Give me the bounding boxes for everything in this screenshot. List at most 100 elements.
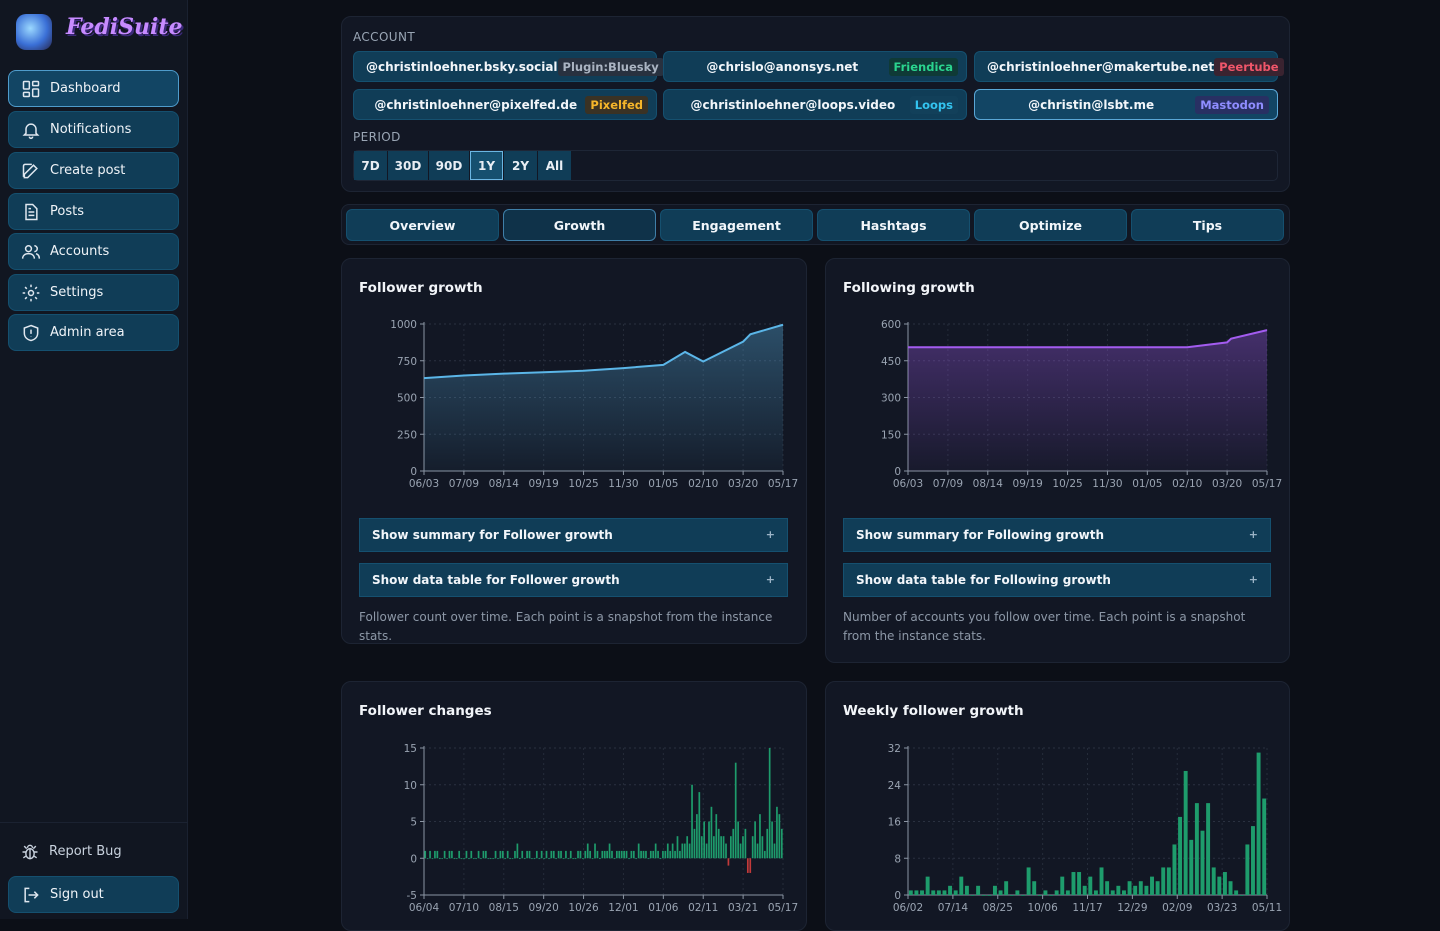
tab-hashtags[interactable]: Hashtags bbox=[817, 209, 970, 241]
tab-engagement[interactable]: Engagement bbox=[660, 209, 813, 241]
y-tick-label: 150 bbox=[881, 429, 901, 441]
x-tick-label: 11/17 bbox=[1072, 902, 1102, 914]
bar bbox=[591, 858, 594, 860]
sign-out-button[interactable]: Sign out bbox=[8, 876, 179, 913]
bar bbox=[654, 843, 657, 859]
sidebar-item-settings[interactable]: Settings bbox=[8, 274, 179, 311]
x-tick-label: 01/06 bbox=[648, 902, 679, 914]
bar bbox=[1110, 890, 1115, 895]
bar bbox=[749, 858, 752, 873]
sidebar-item-accounts[interactable]: Accounts bbox=[8, 233, 179, 270]
app-logo[interactable]: FediSuite bbox=[16, 12, 183, 54]
follower-data-table-toggle[interactable]: Show data table for Follower growth + bbox=[359, 563, 788, 597]
bar bbox=[742, 836, 744, 859]
period-1y-button[interactable]: 1Y bbox=[470, 151, 503, 180]
sidebar-item-dashboard[interactable]: Dashboard bbox=[8, 70, 179, 107]
bar bbox=[734, 762, 737, 859]
sidebar-item-create-post[interactable]: Create post bbox=[8, 152, 179, 189]
bar bbox=[1037, 895, 1042, 896]
plus-icon: + bbox=[765, 528, 775, 541]
bar bbox=[645, 850, 647, 859]
period-2y-button[interactable]: 2Y bbox=[504, 151, 537, 180]
bar bbox=[518, 858, 521, 860]
bar bbox=[920, 890, 924, 895]
y-tick-label: 10 bbox=[404, 780, 417, 792]
account-chip[interactable]: @chrislo@anonsys.net Friendica bbox=[663, 51, 967, 82]
x-tick-label: 10/06 bbox=[1027, 902, 1058, 914]
bar bbox=[1054, 890, 1059, 895]
bar bbox=[550, 850, 553, 859]
sidebar-item-label: Create post bbox=[50, 163, 126, 178]
following-data-table-toggle[interactable]: Show data table for Following growth + bbox=[843, 563, 1271, 597]
bar bbox=[586, 843, 589, 859]
following-summary-toggle[interactable]: Show summary for Following growth + bbox=[843, 518, 1271, 552]
bar bbox=[472, 858, 475, 860]
bar bbox=[688, 843, 691, 859]
bar bbox=[494, 850, 497, 859]
period-90d-button[interactable]: 90D bbox=[429, 151, 469, 180]
bar bbox=[729, 836, 732, 859]
y-tick-label: 0 bbox=[894, 466, 901, 478]
account-chip[interactable]: @christinloehner@makertube.net Peertube bbox=[974, 51, 1284, 82]
account-chip-selected[interactable]: @christin@lsbt.me Mastodon bbox=[974, 89, 1278, 120]
sidebar-item-label: Settings bbox=[50, 285, 104, 300]
bar bbox=[521, 850, 524, 859]
report-bug-link[interactable]: Report Bug bbox=[8, 833, 179, 870]
period-30d-button[interactable]: 30D bbox=[388, 151, 428, 180]
bar bbox=[693, 828, 696, 859]
bar bbox=[649, 850, 652, 859]
bar bbox=[528, 850, 531, 859]
bar bbox=[1082, 885, 1087, 895]
account-chip[interactable]: @christinloehner@pixelfed.de Pixelfed bbox=[353, 89, 657, 120]
sign-out-icon bbox=[24, 887, 39, 902]
tab-overview[interactable]: Overview bbox=[346, 209, 499, 241]
follower-summary-toggle[interactable]: Show summary for Follower growth + bbox=[359, 518, 788, 552]
bar bbox=[582, 858, 584, 860]
bar bbox=[511, 858, 514, 860]
platform-badge: Peertube bbox=[1214, 57, 1284, 76]
plus-icon: + bbox=[1248, 528, 1258, 541]
sidebar-item-notifications[interactable]: Notifications bbox=[8, 111, 179, 148]
bar bbox=[976, 885, 981, 895]
platform-badge: Mastodon bbox=[1195, 95, 1269, 114]
bar bbox=[1200, 830, 1205, 895]
period-7d-button[interactable]: 7D bbox=[354, 151, 387, 180]
follower-growth-chart: 0 250 500 750 1000 06/03 07/09 08/14 09/19 10/25 1… bbox=[390, 319, 798, 490]
chart-title: Follower changes bbox=[359, 703, 492, 719]
account-chip[interactable]: @christinloehner.bsky.social Plugin:Blue… bbox=[353, 51, 664, 82]
bar bbox=[615, 850, 618, 859]
bar bbox=[1222, 872, 1227, 895]
account-chip[interactable]: @christinloehner@loops.video Loops bbox=[663, 89, 967, 120]
sidebar-item-posts[interactable]: Posts bbox=[8, 193, 179, 230]
y-tick-label: -5 bbox=[407, 890, 417, 902]
bar bbox=[1088, 876, 1093, 895]
bar bbox=[477, 850, 480, 859]
period-all-button[interactable]: All bbox=[538, 151, 571, 180]
bar bbox=[691, 784, 693, 859]
expander-label: Show summary for Following growth bbox=[856, 528, 1105, 542]
sidebar-item-admin-area[interactable]: Admin area bbox=[8, 314, 179, 351]
chart-description: Number of accounts you follow over time.… bbox=[843, 610, 1246, 643]
bar bbox=[589, 850, 592, 859]
bar bbox=[664, 850, 667, 859]
x-tick-label: 10/26 bbox=[568, 902, 599, 914]
tab-optimize[interactable]: Optimize bbox=[974, 209, 1127, 241]
sidebar-item-label: Accounts bbox=[50, 244, 110, 259]
bar bbox=[538, 858, 541, 860]
y-tick-label: 250 bbox=[397, 429, 417, 441]
bar bbox=[504, 858, 507, 860]
x-tick-label: 11/30 bbox=[608, 478, 638, 490]
account-name: @chrislo@anonsys.net bbox=[706, 59, 859, 74]
bar bbox=[448, 850, 451, 859]
bar bbox=[1116, 885, 1121, 895]
bar bbox=[925, 876, 930, 895]
users-icon bbox=[21, 244, 41, 259]
plus-icon: + bbox=[1248, 573, 1258, 586]
x-tick-label: 12/29 bbox=[1117, 902, 1147, 914]
bar bbox=[1234, 890, 1239, 895]
bar bbox=[754, 821, 756, 859]
tab-tips[interactable]: Tips bbox=[1131, 209, 1284, 241]
tab-growth[interactable]: Growth bbox=[503, 209, 656, 241]
bar bbox=[671, 843, 674, 859]
y-tick-label: 750 bbox=[397, 356, 417, 368]
